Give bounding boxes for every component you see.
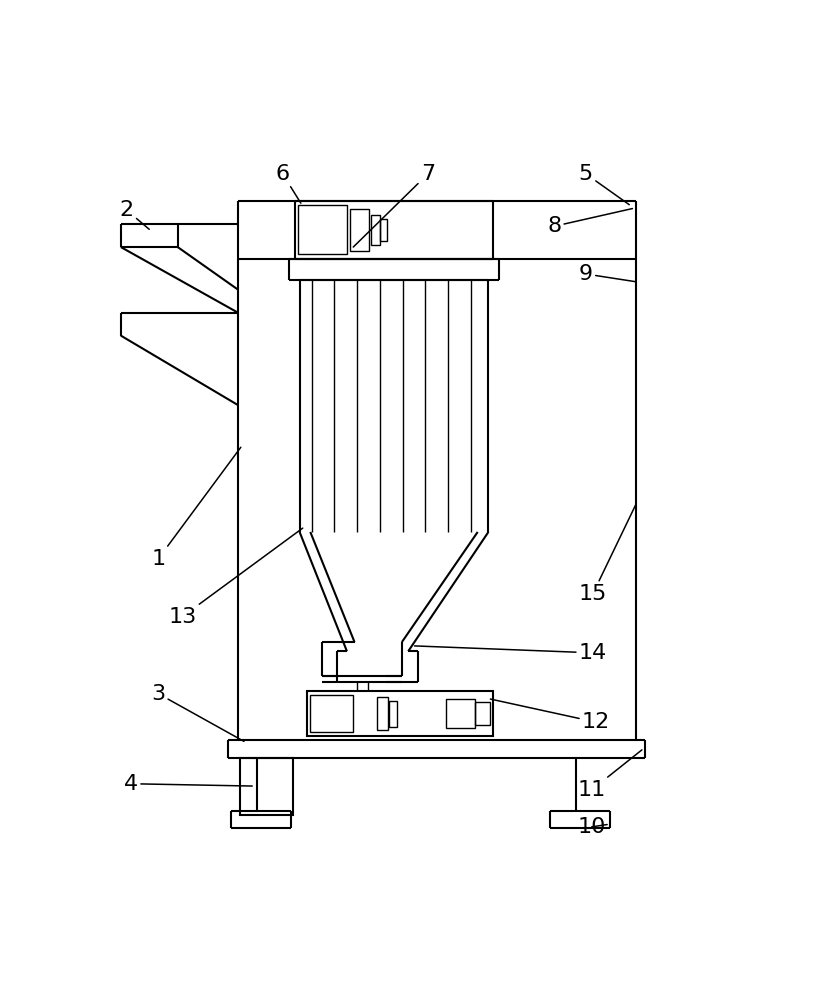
Bar bbox=[446, 699, 474, 728]
Text: 9: 9 bbox=[579, 264, 636, 284]
Bar bbox=[311, 695, 353, 732]
Text: 13: 13 bbox=[168, 528, 302, 627]
Text: 3: 3 bbox=[151, 684, 244, 741]
Bar bbox=[377, 698, 388, 730]
Text: 1: 1 bbox=[151, 447, 241, 569]
Text: 11: 11 bbox=[578, 750, 642, 800]
Text: 7: 7 bbox=[353, 164, 435, 247]
Text: 2: 2 bbox=[120, 200, 149, 229]
Text: 12: 12 bbox=[491, 699, 610, 732]
Text: 14: 14 bbox=[415, 643, 607, 663]
Text: 10: 10 bbox=[578, 817, 607, 837]
Text: 15: 15 bbox=[579, 505, 636, 604]
Bar bbox=[381, 219, 387, 241]
Text: 6: 6 bbox=[275, 164, 301, 203]
Bar bbox=[297, 205, 347, 254]
Bar bbox=[240, 758, 293, 815]
Text: 5: 5 bbox=[579, 164, 629, 205]
Bar bbox=[474, 702, 491, 725]
Bar bbox=[390, 701, 397, 727]
Text: 4: 4 bbox=[124, 774, 252, 794]
Bar bbox=[307, 691, 494, 736]
Bar bbox=[371, 215, 381, 245]
Text: 8: 8 bbox=[547, 209, 632, 236]
Bar bbox=[350, 209, 369, 251]
